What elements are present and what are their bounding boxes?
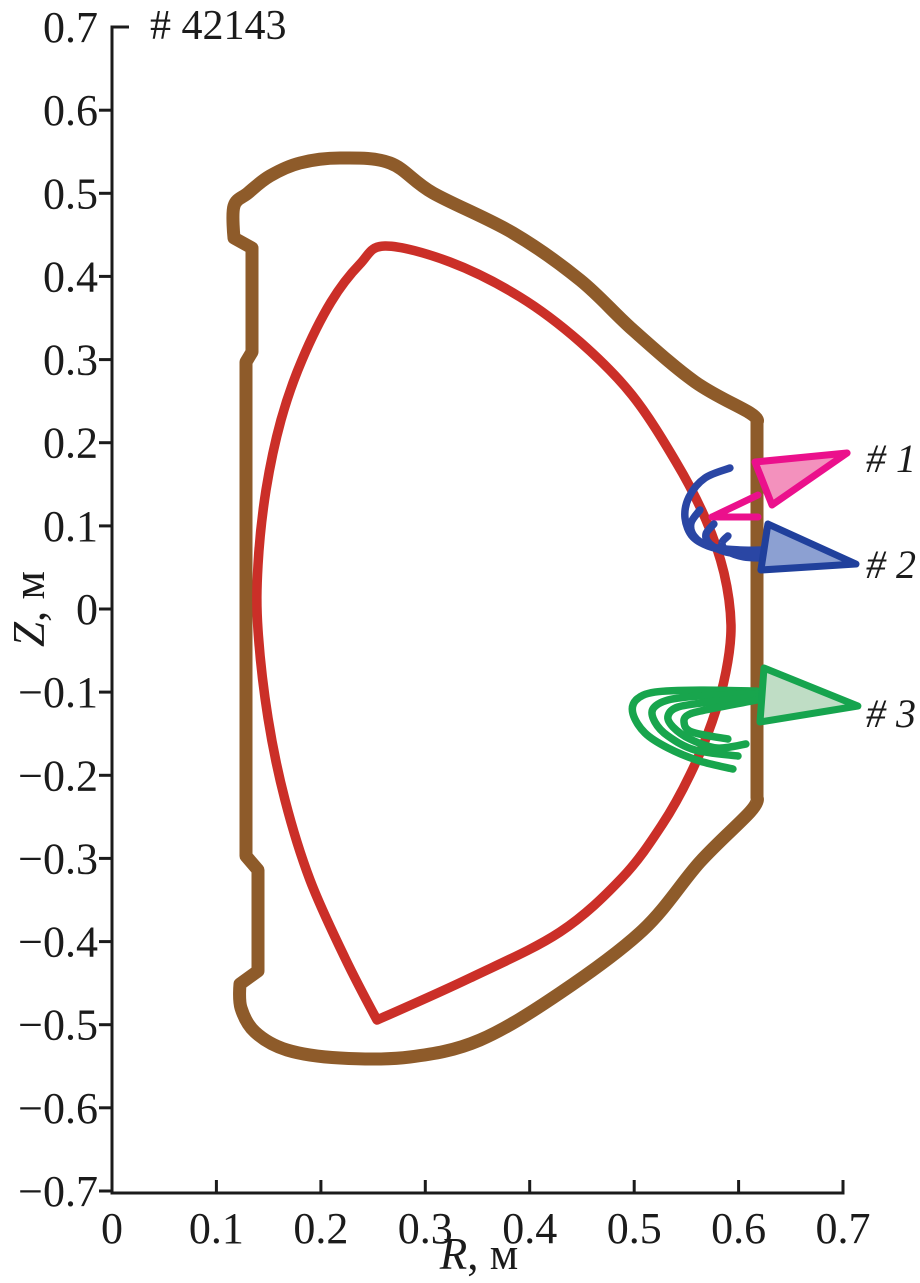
shot-number-label: # 42143 [150, 3, 287, 49]
x-tick-label: 0.5 [607, 1204, 662, 1253]
y-axis-title: Z, м [4, 571, 54, 647]
y-tick-label: 0.6 [43, 86, 98, 135]
y-tick-label: −0.7 [18, 1167, 98, 1216]
y-tick-label: 0.2 [43, 419, 98, 468]
x-tick-label: 0.2 [293, 1204, 348, 1253]
y-tick-label: −0.2 [18, 751, 98, 800]
y-tick-label: 0.5 [43, 169, 98, 218]
npa2-sightlines-ray [718, 532, 766, 562]
npa2-sightlines [681, 464, 766, 562]
npa3-sightlines-ray [628, 686, 761, 773]
npa3-sightlines-ray [680, 696, 761, 743]
npa1-sightlines [708, 491, 762, 521]
vacuum-vessel-wall [226, 151, 764, 1066]
npa2-detector [757, 520, 860, 574]
x-tick-label: 0.4 [502, 1204, 557, 1253]
plasma-boundary [252, 241, 736, 1025]
npa1-detector [751, 449, 851, 509]
y-tick-label: −0.6 [18, 1084, 98, 1133]
detector-3-label: # 3 [866, 691, 916, 736]
y-tick-label: 0.4 [43, 252, 98, 301]
npa3-detector [756, 664, 862, 726]
y-tick-label: −0.4 [18, 918, 98, 967]
axes [99, 25, 845, 1195]
y-tick-label: −0.3 [18, 834, 98, 883]
npa3-sightlines [628, 686, 761, 773]
detector-labels: # 1 # 2 # 3 [866, 436, 916, 736]
x-tick-label: 0 [101, 1204, 123, 1253]
y-tick-label: −0.1 [18, 668, 98, 717]
tick-labels: 0.7 0.6 0.5 0.4 0.3 0.2 0.1 0 −0.1 −0.2 −0.3 −0.4 −0… [18, 3, 870, 1253]
y-tick-label: 0 [76, 585, 98, 634]
x-tick-label: 0.7 [816, 1204, 871, 1253]
x-tick-label: 0.6 [711, 1204, 766, 1253]
npa3-sightlines-ray [664, 693, 761, 752]
x-tick-label: 0.3 [398, 1204, 453, 1253]
x-axis-title: R, м [439, 1229, 518, 1279]
npa3-sightlines-ray [648, 690, 761, 760]
detector-1-label: # 1 [866, 436, 916, 481]
y-tick-label: 0.1 [43, 502, 98, 551]
y-tick-label: −0.5 [18, 1001, 98, 1050]
y-tick-label: 0.7 [43, 3, 98, 52]
y-tick-label: 0.3 [43, 336, 98, 385]
x-tick-label: 0.1 [189, 1204, 244, 1253]
detector-2-label: # 2 [866, 542, 916, 587]
